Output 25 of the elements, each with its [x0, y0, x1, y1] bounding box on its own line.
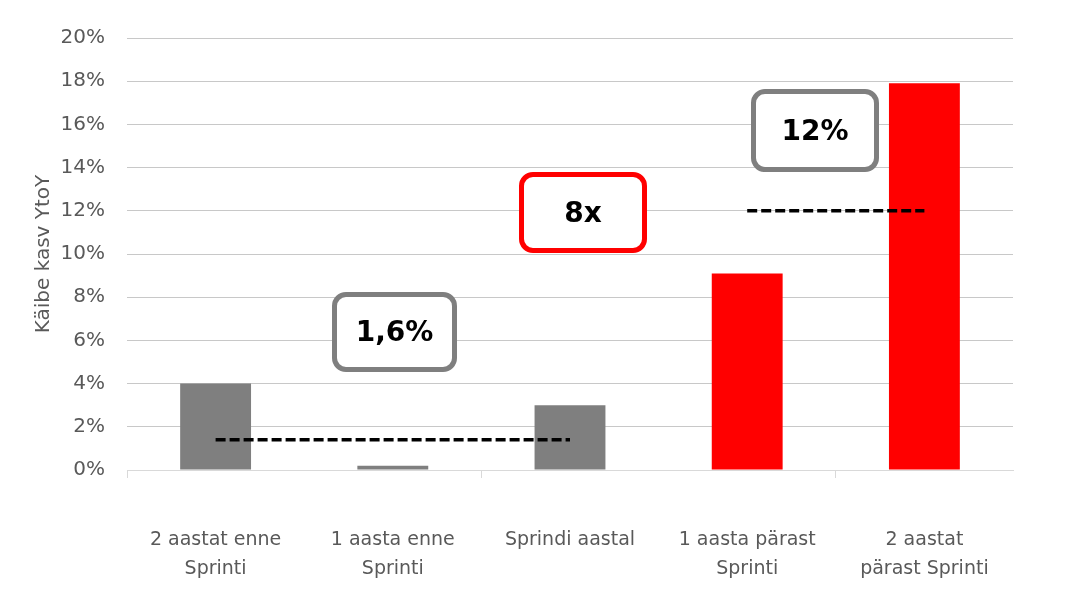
y-tick-label: 8% — [73, 283, 105, 308]
y-tick-label: 14% — [60, 153, 105, 178]
annotation: 8x — [564, 195, 602, 229]
bar — [888, 83, 960, 470]
x-tick-label: 1 aasta enne Sprinti — [330, 526, 455, 579]
y-tick-label: 4% — [73, 369, 105, 394]
y-tick-label: 10% — [60, 240, 105, 265]
x-tick-label: Sprindi aastal — [504, 526, 636, 549]
bar — [534, 405, 606, 470]
y-tick-label: 12% — [60, 197, 105, 221]
y-tick-label: 0% — [73, 456, 105, 481]
y-tick-label: 6% — [73, 326, 105, 351]
annotation: 1,6% — [355, 315, 434, 348]
y-tick-label: 16% — [60, 110, 105, 135]
y-tick-label: 20% — [60, 24, 105, 49]
x-tick-label: 1 aasta pärast Sprinti — [678, 526, 816, 579]
annotation: 12% — [781, 113, 849, 147]
y-tick-label: 18% — [60, 67, 105, 92]
bar — [711, 273, 783, 470]
x-tick-label: 2 aastat enne Sprinti — [149, 526, 282, 579]
bar — [357, 465, 429, 470]
x-tick-label: 2 aastat pärast Sprinti — [860, 526, 989, 579]
y-tick-label: 2% — [73, 413, 105, 437]
bar — [180, 383, 252, 470]
y-axis-title: Käibe kasv YtoY — [30, 173, 55, 334]
